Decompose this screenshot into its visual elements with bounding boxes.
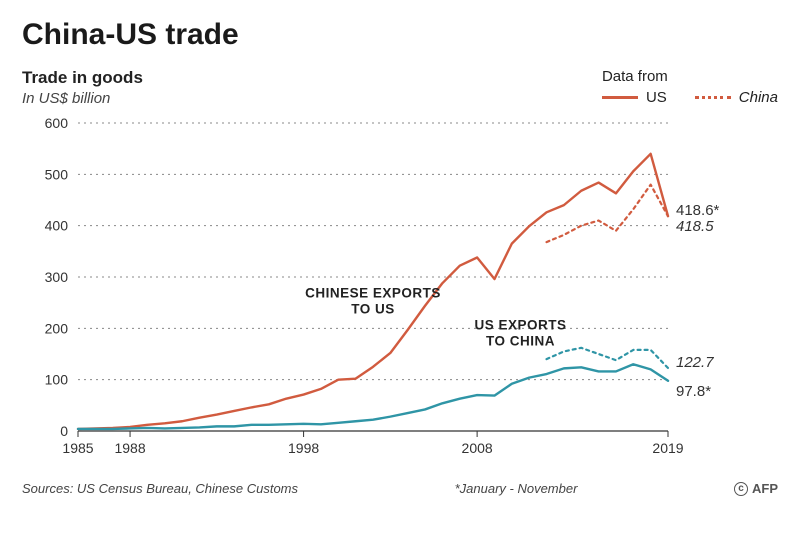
credit: c AFP	[734, 481, 778, 496]
legend: Data from US China	[602, 68, 778, 106]
chart-area: 0 100 200 300 400 500 600 1985 1988 1998 2008 2019 4…	[22, 113, 778, 473]
legend-swatch-us	[602, 96, 638, 99]
y-tick-label: 400	[45, 218, 69, 234]
annotation: TO US	[351, 302, 395, 317]
legend-label-china: China	[739, 89, 778, 106]
annotation: US EXPORTS	[474, 317, 566, 332]
y-tick-label: 300	[45, 269, 69, 285]
x-tick-label: 1998	[288, 440, 319, 456]
line-us-exports-china-source-end-label: 122.7	[676, 354, 714, 371]
line-us-exports-us-source-end-label: 97.8*	[676, 383, 711, 400]
line-us-exports-us-source	[78, 364, 668, 429]
y-tick-label: 0	[60, 423, 68, 439]
line-us-exports-china-source	[547, 348, 668, 368]
line-chinese-exports-china-source-end-label: 418.5	[676, 218, 714, 235]
annotation: CHINESE EXPORTS	[305, 286, 441, 301]
legend-label-us: US	[646, 89, 667, 106]
y-tick-label: 500	[45, 166, 69, 182]
footnote-text: *January - November	[455, 481, 578, 496]
y-tick-label: 200	[45, 320, 69, 336]
legend-title: Data from	[602, 68, 778, 85]
legend-swatch-china	[695, 96, 731, 99]
copyright-icon: c	[734, 482, 748, 496]
x-tick-label: 1988	[114, 440, 145, 456]
line-chinese-exports-us-source-end-label: 418.6*	[676, 202, 720, 219]
chart-units: In US$ billion	[22, 90, 143, 107]
chart-svg: 0 100 200 300 400 500 600 1985 1988 1998 2008 2019 4…	[22, 113, 778, 473]
legend-item-china: China	[695, 89, 778, 106]
credit-label: AFP	[752, 481, 778, 496]
chart-title: China-US trade	[22, 18, 778, 52]
x-tick-label: 2019	[652, 440, 683, 456]
legend-item-us: US	[602, 89, 667, 106]
chart-subtitle: Trade in goods	[22, 68, 143, 88]
x-tick-label: 1985	[62, 440, 93, 456]
footer: Sources: US Census Bureau, Chinese Custo…	[22, 481, 778, 496]
y-tick-label: 600	[45, 115, 69, 131]
y-tick-label: 100	[45, 372, 69, 388]
x-tick-label: 2008	[462, 440, 493, 456]
sources-text: Sources: US Census Bureau, Chinese Custo…	[22, 481, 298, 496]
annotation: TO CHINA	[486, 333, 555, 348]
line-chinese-exports-china-source	[547, 185, 668, 242]
